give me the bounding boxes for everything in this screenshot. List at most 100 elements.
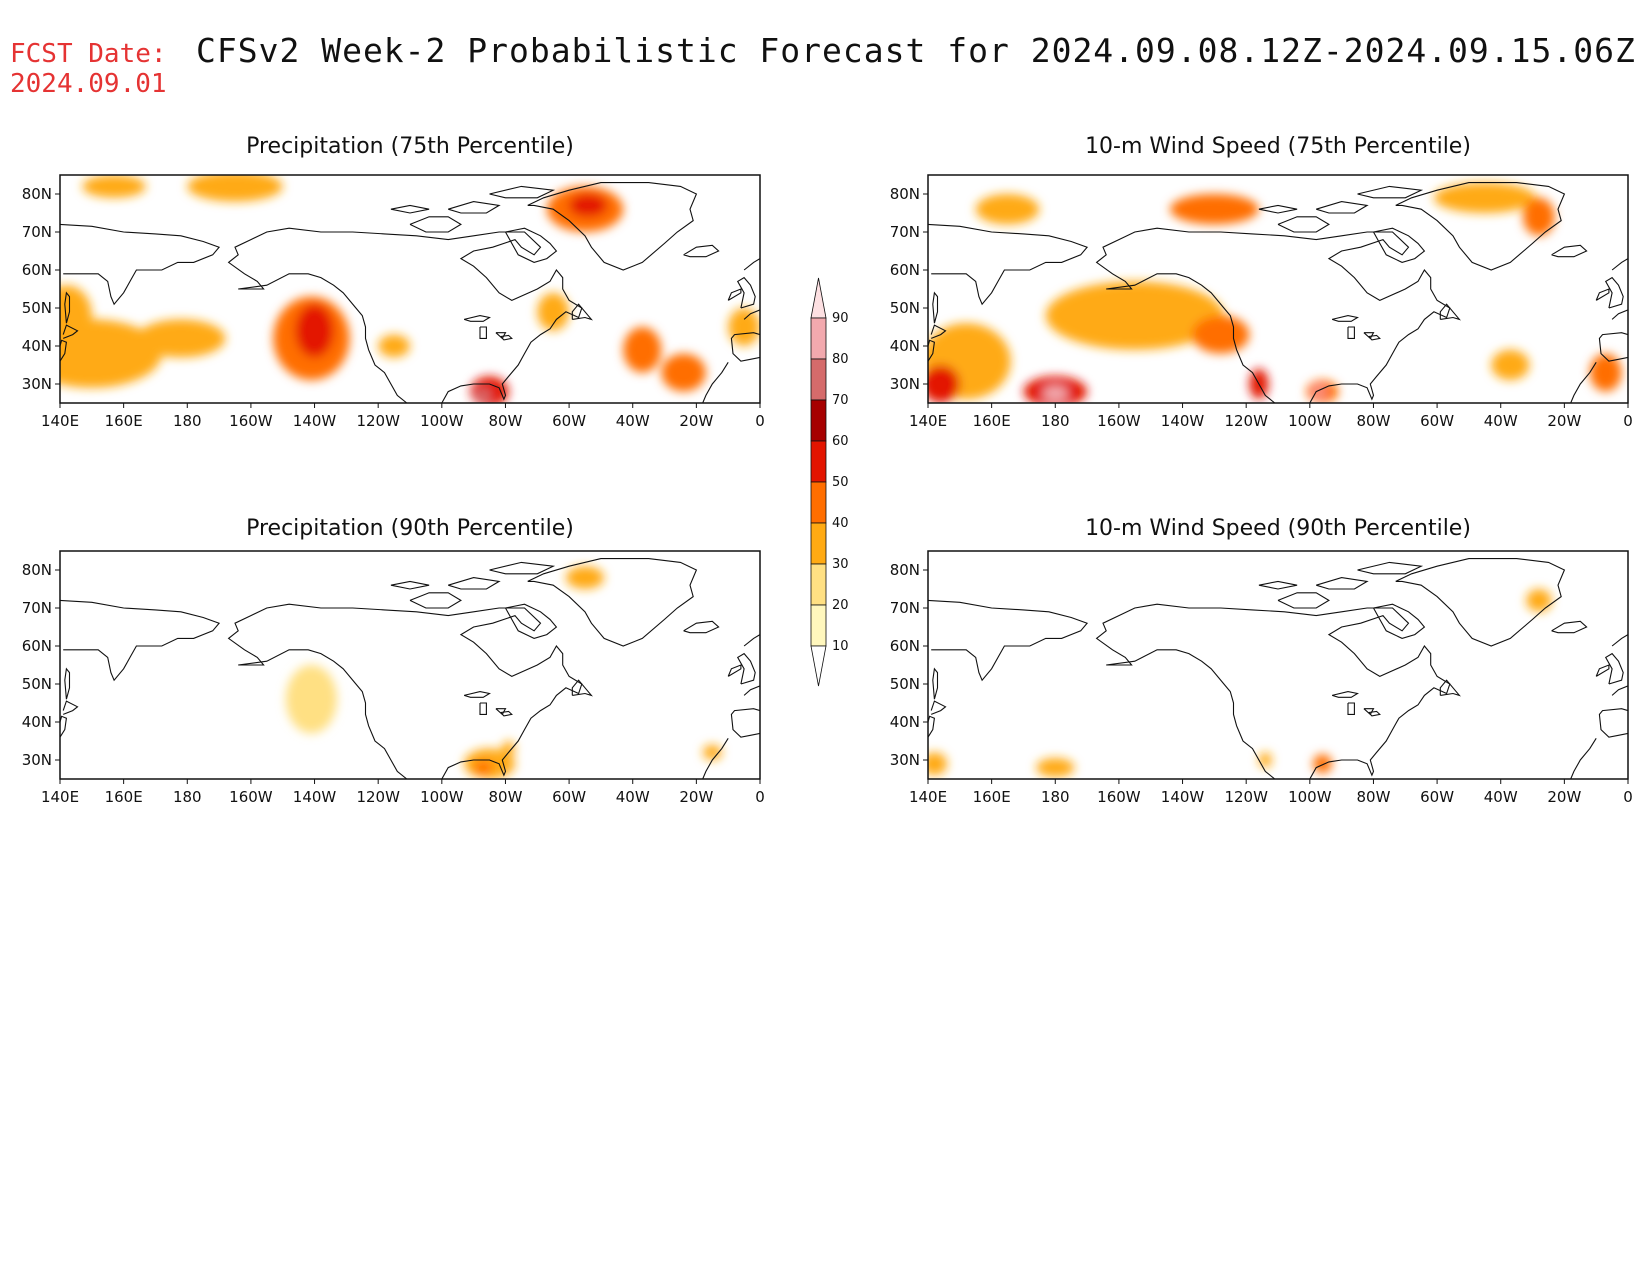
coastline: [1595, 664, 1610, 677]
lon-tick-label: 80W: [1356, 788, 1390, 806]
coastline: [463, 315, 491, 322]
map-panel-precip75: 140E 160E 180 160W 140W 120W 100W 80W 60W 40W 20W 0…: [22, 174, 765, 430]
coastline: [62, 324, 79, 339]
lon-tick-label: 140E: [909, 412, 947, 430]
lat-tick-label: 30N: [22, 375, 52, 393]
lon-tick-label: 40W: [1484, 788, 1518, 806]
lon-tick-label: 140E: [41, 788, 79, 806]
coastline: [1598, 332, 1628, 362]
map-axes: 140E 160E 180 160W 140W 120W 100W 80W 60W 40W 20W 0…: [22, 561, 765, 806]
lon-tick-label: 100W: [420, 788, 464, 806]
coastline: [505, 227, 558, 263]
lon-tick-label: 60W: [552, 788, 586, 806]
coastline: [500, 710, 513, 717]
panel-title-wind90: 10-m Wind Speed (90th Percentile): [1085, 516, 1471, 541]
coastline: [527, 558, 698, 647]
coastline: [1331, 315, 1359, 322]
lat-tick-label: 40N: [22, 713, 52, 731]
probability-contour: [136, 319, 226, 358]
lon-tick-label: 160W: [1097, 412, 1141, 430]
lon-tick-label: 0: [755, 788, 765, 806]
coastline: [60, 599, 221, 682]
coastline: [727, 664, 742, 677]
coastline: [1604, 652, 1624, 685]
colorbar-segment: [810, 399, 827, 442]
lat-tick-label: 40N: [22, 337, 52, 355]
coastline: [932, 667, 939, 700]
probability-contour: [82, 175, 146, 198]
probability-contour: [502, 741, 515, 757]
probability-contour: [928, 365, 960, 403]
shading-group: [60, 175, 760, 403]
colorbar-label: 70: [832, 393, 849, 408]
probability-contour: [702, 744, 722, 761]
lat-tick-label: 60N: [890, 637, 920, 655]
coastline: [736, 276, 756, 309]
coastline: [1258, 580, 1298, 590]
coastline: [227, 603, 583, 779]
coastline: [743, 258, 760, 271]
colorbar-label: 40: [832, 516, 849, 531]
panel-title-precip90: Precipitation (90th Percentile): [246, 516, 574, 541]
coastline: [1611, 258, 1628, 271]
lon-tick-label: 60W: [1420, 412, 1454, 430]
coastline: [932, 291, 939, 324]
lon-tick-label: 80W: [488, 412, 522, 430]
lon-tick-label: 160E: [973, 788, 1011, 806]
probability-contour: [378, 334, 410, 358]
lon-tick-label: 100W: [1288, 788, 1332, 806]
lon-tick-label: 0: [1623, 788, 1633, 806]
probability-contour: [1258, 752, 1272, 768]
colorbar-label: 50: [832, 475, 849, 490]
lon-tick-label: 100W: [1288, 412, 1332, 430]
lon-tick-label: 0: [1623, 412, 1633, 430]
coastline: [60, 715, 68, 738]
probability-contour: [623, 327, 662, 373]
coastline: [743, 685, 760, 696]
probability-shading: [60, 551, 760, 779]
lon-tick-label: 40W: [616, 788, 650, 806]
lon-tick-label: 140E: [909, 788, 947, 806]
coastline: [1368, 710, 1381, 717]
coastline: [571, 679, 594, 697]
lat-tick-label: 30N: [22, 751, 52, 769]
coastline: [930, 324, 947, 339]
map-panel-wind90: 140E 160E 180 160W 140W 120W 100W 80W 60W 40W 20W 0…: [890, 550, 1633, 806]
lon-tick-label: 120W: [356, 412, 400, 430]
probability-contour: [285, 665, 337, 734]
lon-tick-label: 20W: [679, 788, 713, 806]
coastline: [743, 634, 760, 647]
panel-title-precip75: Precipitation (75th Percentile): [246, 134, 574, 159]
lon-tick-label: 160W: [229, 412, 273, 430]
lat-tick-label: 50N: [890, 299, 920, 317]
coastline: [727, 288, 742, 301]
colorbar-label: 60: [832, 434, 849, 449]
lon-tick-label: 100W: [420, 412, 464, 430]
coastline: [1258, 204, 1298, 214]
coastline: [489, 185, 556, 199]
lon-tick-label: 80W: [488, 788, 522, 806]
lat-tick-label: 80N: [22, 185, 52, 203]
coastline: [743, 309, 760, 320]
colorbar-segment: [810, 563, 827, 606]
probability-contour: [565, 566, 605, 589]
probability-contour: [475, 388, 492, 403]
lon-tick-label: 160E: [105, 412, 143, 430]
main-title: CFSv2 Week-2 Probabilistic Forecast for …: [196, 31, 1636, 70]
coastline: [1395, 558, 1566, 647]
lon-tick-label: 140W: [293, 788, 337, 806]
coastline: [227, 227, 583, 403]
probability-contour: [1192, 315, 1250, 354]
lon-tick-label: 120W: [1224, 788, 1268, 806]
probability-shading: [60, 175, 760, 403]
shading-group: [285, 566, 722, 779]
map-frame: [59, 174, 761, 404]
coastline: [479, 326, 487, 339]
lat-tick-label: 70N: [890, 599, 920, 617]
lat-tick-label: 30N: [890, 375, 920, 393]
probability-contour: [1045, 281, 1224, 350]
panel-title-wind75: 10-m Wind Speed (75th Percentile): [1085, 134, 1471, 159]
lon-tick-label: 20W: [679, 412, 713, 430]
coastline: [736, 652, 756, 685]
probability-contour: [1526, 589, 1552, 612]
